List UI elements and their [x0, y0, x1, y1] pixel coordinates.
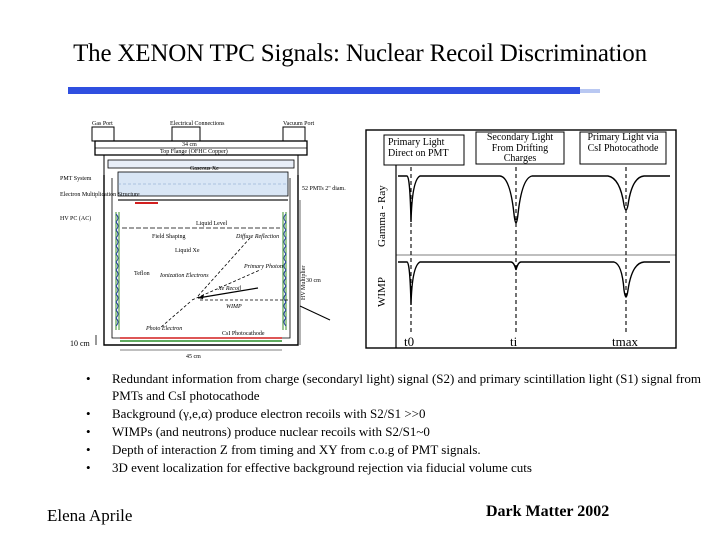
- bullet-item: • Background (γ,e,α) produce electron re…: [86, 405, 706, 422]
- bullet-item: • Redundant information from charge (sec…: [86, 370, 706, 404]
- label-pmt-count: 52 PMTs 2" diam.: [302, 186, 346, 192]
- label-multiplication: Electron Multiplication Structure: [60, 192, 140, 198]
- label-gas-port: Gas Port: [92, 121, 113, 127]
- label-electrical-connections: Electrical Connections: [170, 121, 225, 127]
- bullet-marker: •: [86, 371, 91, 386]
- label-hv-multiplier: HV Multiplier: [301, 266, 307, 300]
- header-csi-light: Primary Light via CsI Photocathode: [587, 133, 659, 154]
- waveform-panel: [365, 129, 677, 349]
- label-teflon: Teflon: [134, 270, 150, 277]
- label-photo-electron: Photo Electron: [145, 326, 182, 332]
- bullet-marker: •: [86, 424, 91, 439]
- header-secondary-light: Secondary Light From Drifting Charges: [486, 133, 554, 164]
- label-ionization-electrons: Ionization Electrons: [159, 273, 209, 279]
- bullet-text: Depth of interaction Z from timing and X…: [112, 442, 481, 457]
- bullet-text: Background (γ,e,α) produce electron reco…: [112, 406, 426, 421]
- bullet-text: WIMPs (and neutrons) produce nuclear rec…: [112, 424, 430, 439]
- label-flange-size: 34 cm: [182, 142, 197, 148]
- footer-author: Elena Aprile: [47, 506, 133, 525]
- row-label-wimp: WIMP: [376, 277, 388, 307]
- row-label-gamma: Gamma - Ray: [376, 185, 388, 247]
- time-label-ti: ti: [510, 334, 518, 349]
- label-scale: 10 cm: [70, 339, 91, 348]
- time-label-tmax: tmax: [612, 334, 638, 349]
- label-primary-photon: Primary Photon: [243, 264, 283, 270]
- bullet-marker: •: [86, 460, 91, 475]
- label-diffuse-reflection: Diffuse Reflection: [235, 233, 279, 240]
- label-vacuum-port: Vacuum Port: [283, 121, 314, 127]
- label-liquid-level: Liquid Level: [196, 221, 227, 227]
- bullet-list: • Redundant information from charge (sec…: [86, 370, 706, 476]
- label-height: 30 cm: [306, 278, 321, 284]
- time-label-t0: t0: [404, 334, 414, 349]
- label-top-flange: Top Flange (OFHC Copper): [160, 148, 228, 155]
- waveform-labels: Primary Light Direct on PMT Secondary Li…: [376, 133, 659, 349]
- detector-labels: Gas Port Electrical Connections Vacuum P…: [60, 121, 346, 360]
- label-xe-recoil: Xe Recoil: [217, 286, 241, 292]
- bullet-text: 3D event localization for effective back…: [112, 460, 532, 475]
- bullet-marker: •: [86, 406, 91, 421]
- label-csi-photocathode: CsI Photocathode: [222, 331, 265, 337]
- label-hv-pc: HV PC (AC): [60, 215, 91, 222]
- bullet-text: Redundant information from charge (secon…: [112, 371, 701, 403]
- label-liquid-xe: Liquid Xe: [175, 248, 200, 254]
- label-pmt-system: PMT System: [60, 176, 92, 182]
- detector-figure: Gas Port Electrical Connections Vacuum P…: [60, 121, 677, 360]
- footer-conference: Dark Matter 2002: [486, 503, 610, 520]
- slide-title: The XENON TPC Signals: Nuclear Recoil Di…: [73, 40, 647, 67]
- label-gaseous-xe: Gaseous Xe: [190, 166, 219, 172]
- bullet-marker: •: [86, 442, 91, 457]
- title-underline-tail: [580, 89, 600, 93]
- label-field-shaping: Field Shaping: [152, 234, 186, 240]
- label-width: 45 cm: [186, 354, 201, 360]
- bullet-item: • Depth of interaction Z from timing and…: [86, 441, 706, 458]
- title-underline: [68, 87, 580, 94]
- detector-schematic: [91, 126, 331, 351]
- bullet-item: • WIMPs (and neutrons) produce nuclear r…: [86, 423, 706, 440]
- label-wimp: WIMP: [226, 304, 242, 310]
- bullet-item: • 3D event localization for effective ba…: [86, 459, 706, 476]
- header-primary-light: Primary Light Direct on PMT: [388, 137, 449, 159]
